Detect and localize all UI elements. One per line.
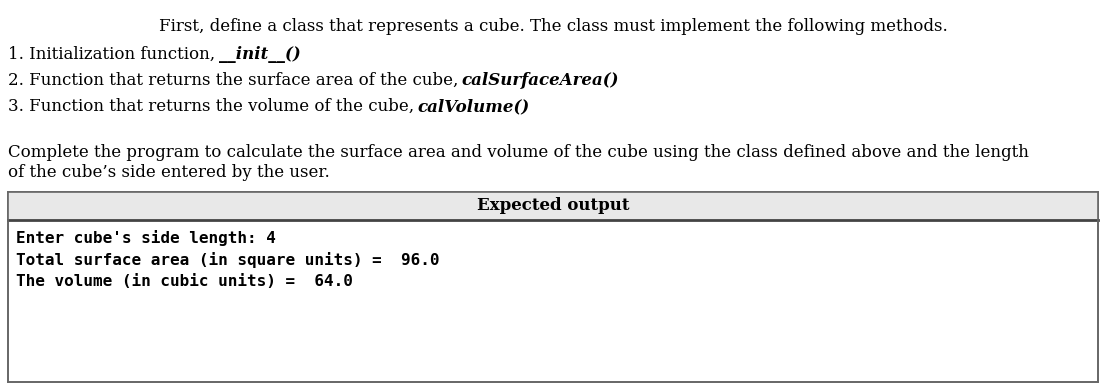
Text: Complete the program to calculate the surface area and volume of the cube using : Complete the program to calculate the su…: [8, 144, 1029, 161]
Text: of the cube’s side entered by the user.: of the cube’s side entered by the user.: [8, 164, 330, 181]
Text: calSurfaceArea(): calSurfaceArea(): [462, 72, 619, 89]
Text: 1. Initialization function,: 1. Initialization function,: [8, 46, 220, 63]
Bar: [8, 192, 1098, 382]
Text: 3. Function that returns the volume of the cube,: 3. Function that returns the volume of t…: [8, 98, 419, 115]
Text: calVolume(): calVolume(): [418, 98, 530, 115]
Text: Enter cube's side length: 4: Enter cube's side length: 4: [15, 230, 275, 246]
Text: The volume (in cubic units) =  64.0: The volume (in cubic units) = 64.0: [15, 274, 353, 289]
Bar: [8, 192, 1098, 220]
Text: First, define a class that represents a cube. The class must implement the follo: First, define a class that represents a …: [158, 18, 948, 35]
Text: 2. Function that returns the surface area of the cube,: 2. Function that returns the surface are…: [8, 72, 463, 89]
Text: Expected output: Expected output: [477, 197, 629, 215]
Text: __init__(): __init__(): [219, 46, 301, 63]
Text: Total surface area (in square units) =  96.0: Total surface area (in square units) = 9…: [15, 252, 439, 268]
